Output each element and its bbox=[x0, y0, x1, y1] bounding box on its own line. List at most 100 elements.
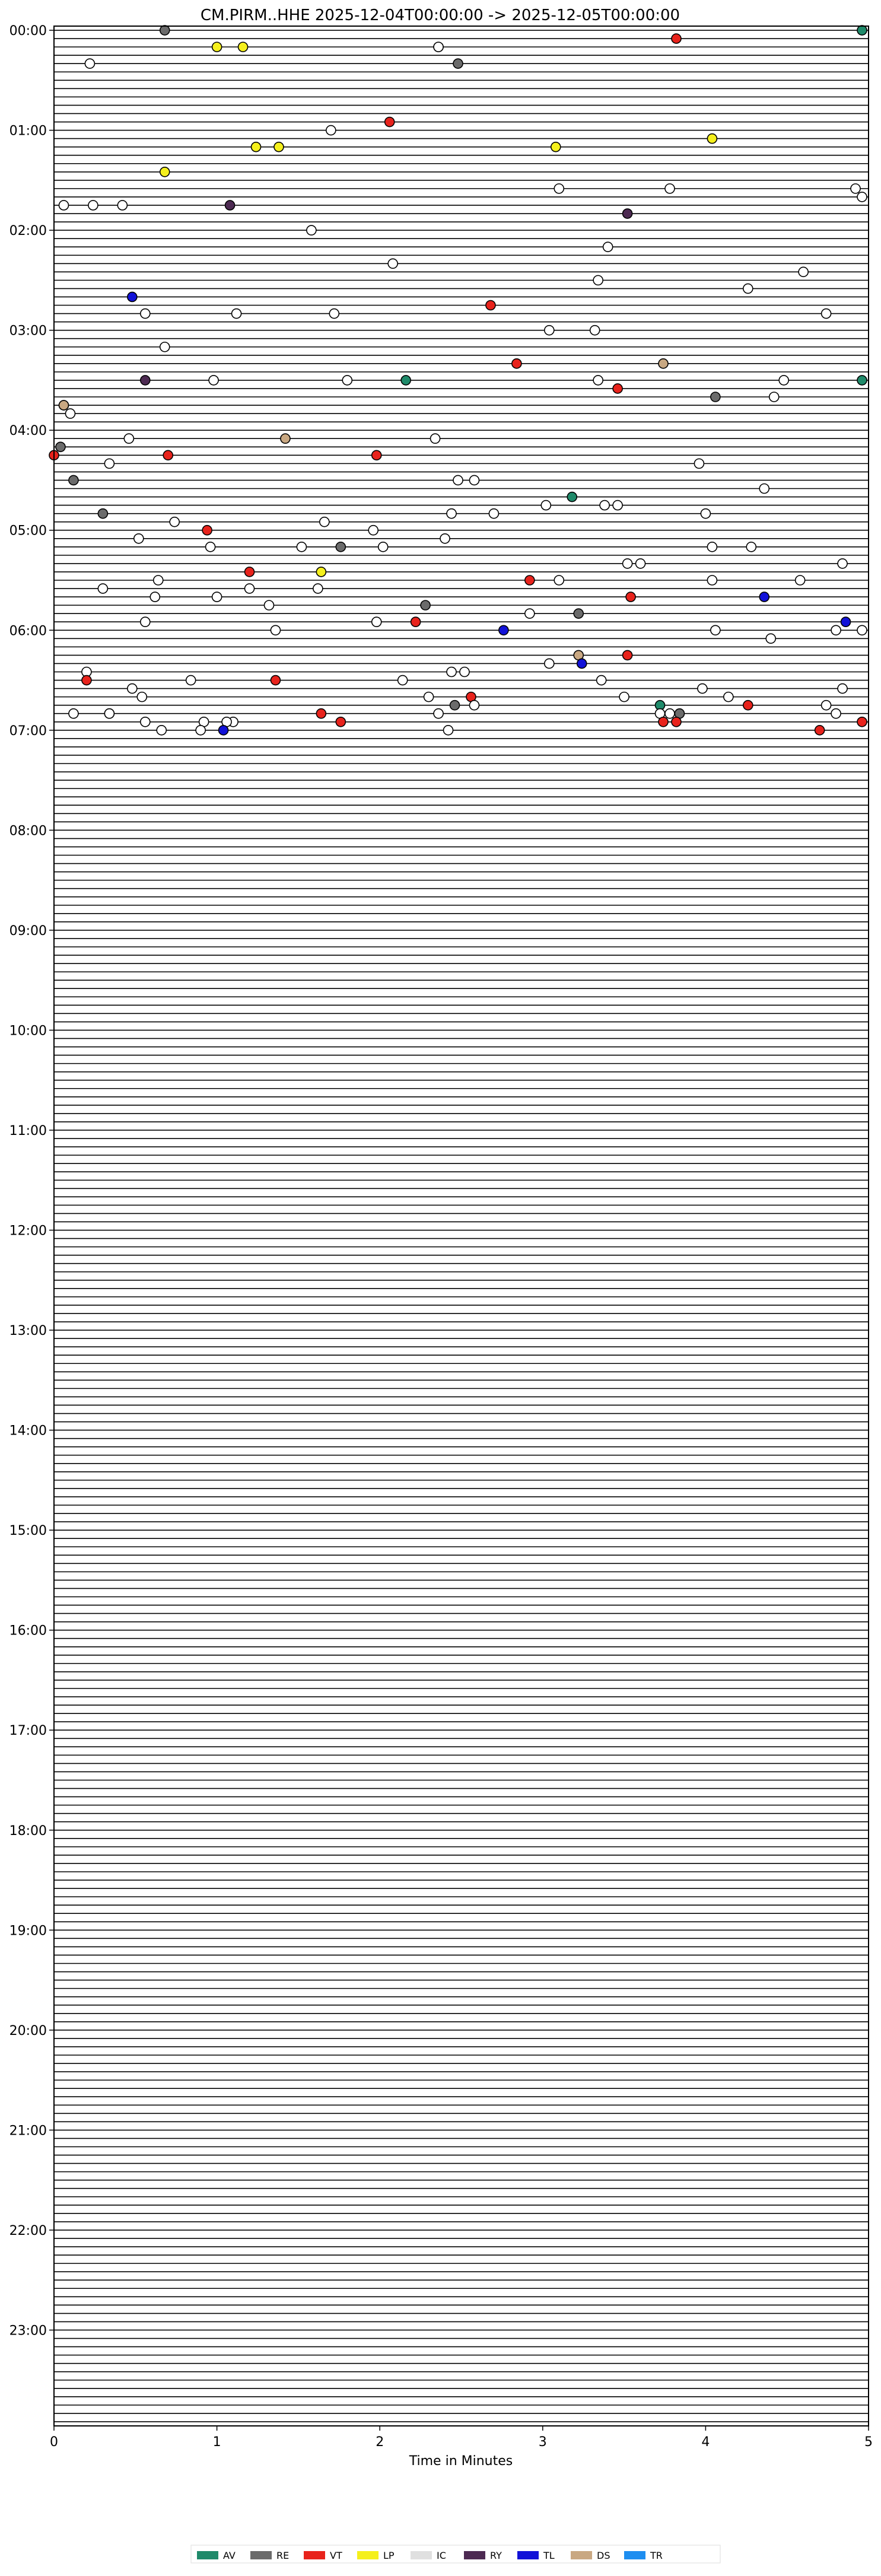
event-marker-ic bbox=[313, 583, 323, 594]
y-tick-label: 09:00 bbox=[9, 924, 47, 939]
event-marker-re bbox=[453, 58, 463, 69]
legend-label-ry: RY bbox=[490, 2550, 502, 2561]
legend-swatch-ry bbox=[464, 2551, 485, 2559]
event-marker-ic bbox=[433, 708, 444, 719]
event-marker-re bbox=[573, 608, 584, 619]
legend-swatch-vt bbox=[304, 2551, 325, 2559]
x-tick-label: 4 bbox=[701, 2435, 710, 2450]
event-marker-av bbox=[400, 375, 411, 386]
y-tick-label: 19:00 bbox=[9, 1923, 47, 1938]
event-marker-tl bbox=[218, 725, 229, 736]
event-marker-ic bbox=[589, 325, 600, 336]
event-marker-vt bbox=[316, 708, 327, 719]
y-tick-label: 12:00 bbox=[9, 1224, 47, 1239]
event-marker-ic bbox=[707, 575, 718, 586]
event-marker-ic bbox=[68, 708, 79, 719]
y-tick-label: 03:00 bbox=[9, 324, 47, 339]
event-marker-ic bbox=[794, 575, 806, 586]
event-marker-ic bbox=[831, 625, 841, 636]
y-tick-label: 05:00 bbox=[9, 524, 47, 539]
y-tick-label: 01:00 bbox=[9, 124, 47, 139]
y-tick-label: 06:00 bbox=[9, 624, 47, 638]
event-marker-ic bbox=[185, 675, 196, 686]
x-tick-label: 1 bbox=[213, 2435, 221, 2450]
legend-label-tr: TR bbox=[650, 2550, 663, 2561]
event-marker-ic bbox=[195, 725, 206, 736]
event-marker-vt bbox=[671, 716, 682, 727]
event-marker-ic bbox=[65, 408, 76, 419]
legend-swatch-lp bbox=[357, 2551, 379, 2559]
event-marker-ic bbox=[593, 375, 603, 386]
y-tick-label: 13:00 bbox=[9, 1324, 47, 1338]
event-marker-ic bbox=[857, 192, 867, 202]
event-marker-ic bbox=[139, 716, 151, 727]
event-marker-ic bbox=[127, 683, 138, 694]
event-marker-ic bbox=[543, 658, 555, 669]
x-tick-label: 0 bbox=[50, 2435, 58, 2450]
y-tick-label: 08:00 bbox=[9, 823, 47, 838]
x-tick-label: 5 bbox=[864, 2435, 873, 2450]
y-tick-label: 02:00 bbox=[9, 224, 47, 238]
event-marker-ic bbox=[831, 708, 841, 719]
event-marker-vt bbox=[485, 300, 496, 311]
legend-swatch-ic bbox=[411, 2551, 432, 2559]
event-marker-av bbox=[857, 25, 867, 36]
event-marker-re bbox=[55, 441, 66, 453]
legend: AV RE VT LP IC RY TL DS TR bbox=[190, 2545, 721, 2564]
event-marker-vt bbox=[814, 725, 825, 736]
event-marker-ic bbox=[205, 542, 216, 552]
event-marker-ic bbox=[211, 591, 222, 602]
event-marker-vt bbox=[410, 616, 421, 628]
event-marker-ic bbox=[694, 458, 705, 469]
y-tick-label: 04:00 bbox=[9, 424, 47, 438]
event-marker-ic bbox=[159, 341, 170, 352]
event-marker-lp bbox=[211, 42, 222, 52]
event-marker-ic bbox=[635, 558, 646, 569]
event-marker-ic bbox=[850, 183, 861, 194]
event-marker-ic bbox=[746, 542, 757, 552]
event-marker-ic bbox=[707, 542, 718, 552]
legend-label-re: RE bbox=[276, 2550, 289, 2561]
event-marker-ic bbox=[554, 183, 565, 194]
event-marker-ic bbox=[84, 58, 96, 69]
event-marker-vt bbox=[511, 358, 522, 369]
event-marker-ic bbox=[700, 508, 711, 519]
event-marker-ic bbox=[443, 725, 454, 736]
event-marker-ic bbox=[433, 42, 444, 52]
event-marker-ds bbox=[280, 433, 291, 444]
y-tick-label: 00:00 bbox=[9, 24, 47, 39]
x-axis: 0 1 2 3 4 5 bbox=[50, 2426, 873, 2450]
event-marker-lp bbox=[550, 141, 561, 152]
event-marker-ic bbox=[453, 475, 463, 486]
event-marker-ic bbox=[554, 575, 565, 586]
event-marker-ic bbox=[820, 699, 832, 711]
event-marker-ic bbox=[723, 691, 734, 702]
legend-swatch-re bbox=[250, 2551, 272, 2559]
event-marker-ic bbox=[371, 616, 382, 628]
event-marker-vt bbox=[371, 450, 382, 461]
event-marker-ic bbox=[765, 633, 777, 644]
y-tick-label: 23:00 bbox=[9, 2323, 47, 2338]
y-tick-label: 10:00 bbox=[9, 1023, 47, 1038]
event-marker-ic bbox=[759, 483, 770, 494]
event-marker-ic bbox=[152, 575, 164, 586]
event-marker-vt bbox=[244, 567, 255, 577]
y-tick-label: 14:00 bbox=[9, 1424, 47, 1439]
event-marker-vt bbox=[384, 116, 395, 128]
legend-swatch-tr bbox=[624, 2551, 645, 2559]
event-marker-ic bbox=[88, 200, 98, 211]
event-marker-vt bbox=[658, 716, 669, 727]
event-marker-ds bbox=[658, 358, 669, 369]
event-marker-ic bbox=[58, 200, 69, 211]
event-marker-ic bbox=[742, 283, 753, 294]
event-marker-vt bbox=[612, 383, 623, 394]
event-markers bbox=[49, 25, 867, 736]
legend-label-av: AV bbox=[223, 2550, 236, 2561]
event-marker-ic bbox=[97, 583, 109, 594]
event-marker-lp bbox=[707, 133, 718, 144]
event-marker-ic bbox=[117, 200, 128, 211]
event-marker-ic bbox=[543, 325, 555, 336]
event-marker-ic bbox=[622, 558, 633, 569]
event-marker-vt bbox=[202, 524, 212, 536]
